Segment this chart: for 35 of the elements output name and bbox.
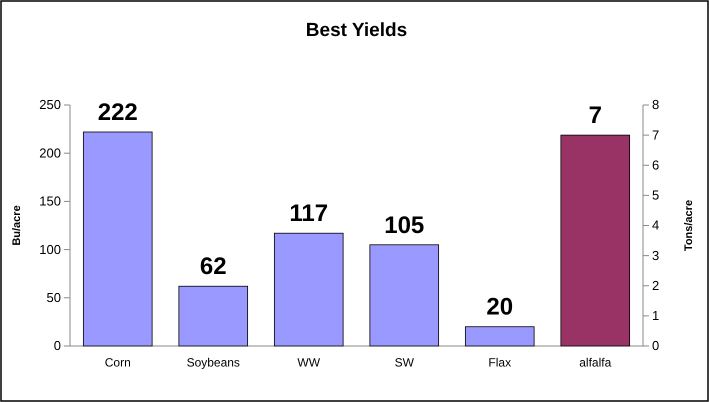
data-label: 7 xyxy=(588,102,602,130)
bar xyxy=(464,326,535,346)
y-tick-label: 0 xyxy=(54,338,61,354)
data-label: 105 xyxy=(384,212,424,239)
y-tick-label: 200 xyxy=(39,145,61,160)
data-label: 222 xyxy=(98,98,138,126)
data-label: 20 xyxy=(486,294,514,321)
data-label: 62 xyxy=(200,253,227,280)
y2-tick-label: 2 xyxy=(652,278,660,293)
y2-axis-title: Tons/acre xyxy=(683,200,695,252)
y2-tick-label: 7 xyxy=(652,127,660,142)
x-tick-label: Corn xyxy=(104,356,131,370)
y-tick-label: 50 xyxy=(46,290,61,305)
x-tick-label: WW xyxy=(297,356,321,370)
y-tick-label: 250 xyxy=(39,97,61,112)
y2-tick-label: 4 xyxy=(652,218,660,233)
bar xyxy=(369,244,440,346)
x-tick-label: alfalfa xyxy=(579,356,612,370)
y2-tick-label: 3 xyxy=(652,248,660,263)
y2-tick-label: 0 xyxy=(652,338,660,354)
y-tick-label: 100 xyxy=(39,242,61,257)
y-tick-label: 150 xyxy=(39,194,61,209)
x-tick-label: Flax xyxy=(488,356,512,370)
chart-title: Best Yields xyxy=(306,20,408,41)
y2-tick-label: 8 xyxy=(652,97,660,112)
data-label: 117 xyxy=(289,200,328,228)
bar xyxy=(178,286,248,346)
y2-tick-label: 5 xyxy=(652,188,660,203)
x-tick-label: SW xyxy=(394,356,415,370)
y-axis-title: Bu/acre xyxy=(11,205,23,246)
bar xyxy=(82,132,153,346)
y2-tick-label: 1 xyxy=(652,308,660,324)
x-tick-label: Soybeans xyxy=(186,356,240,370)
y2-tick-label: 6 xyxy=(652,157,660,172)
bar xyxy=(274,232,344,346)
